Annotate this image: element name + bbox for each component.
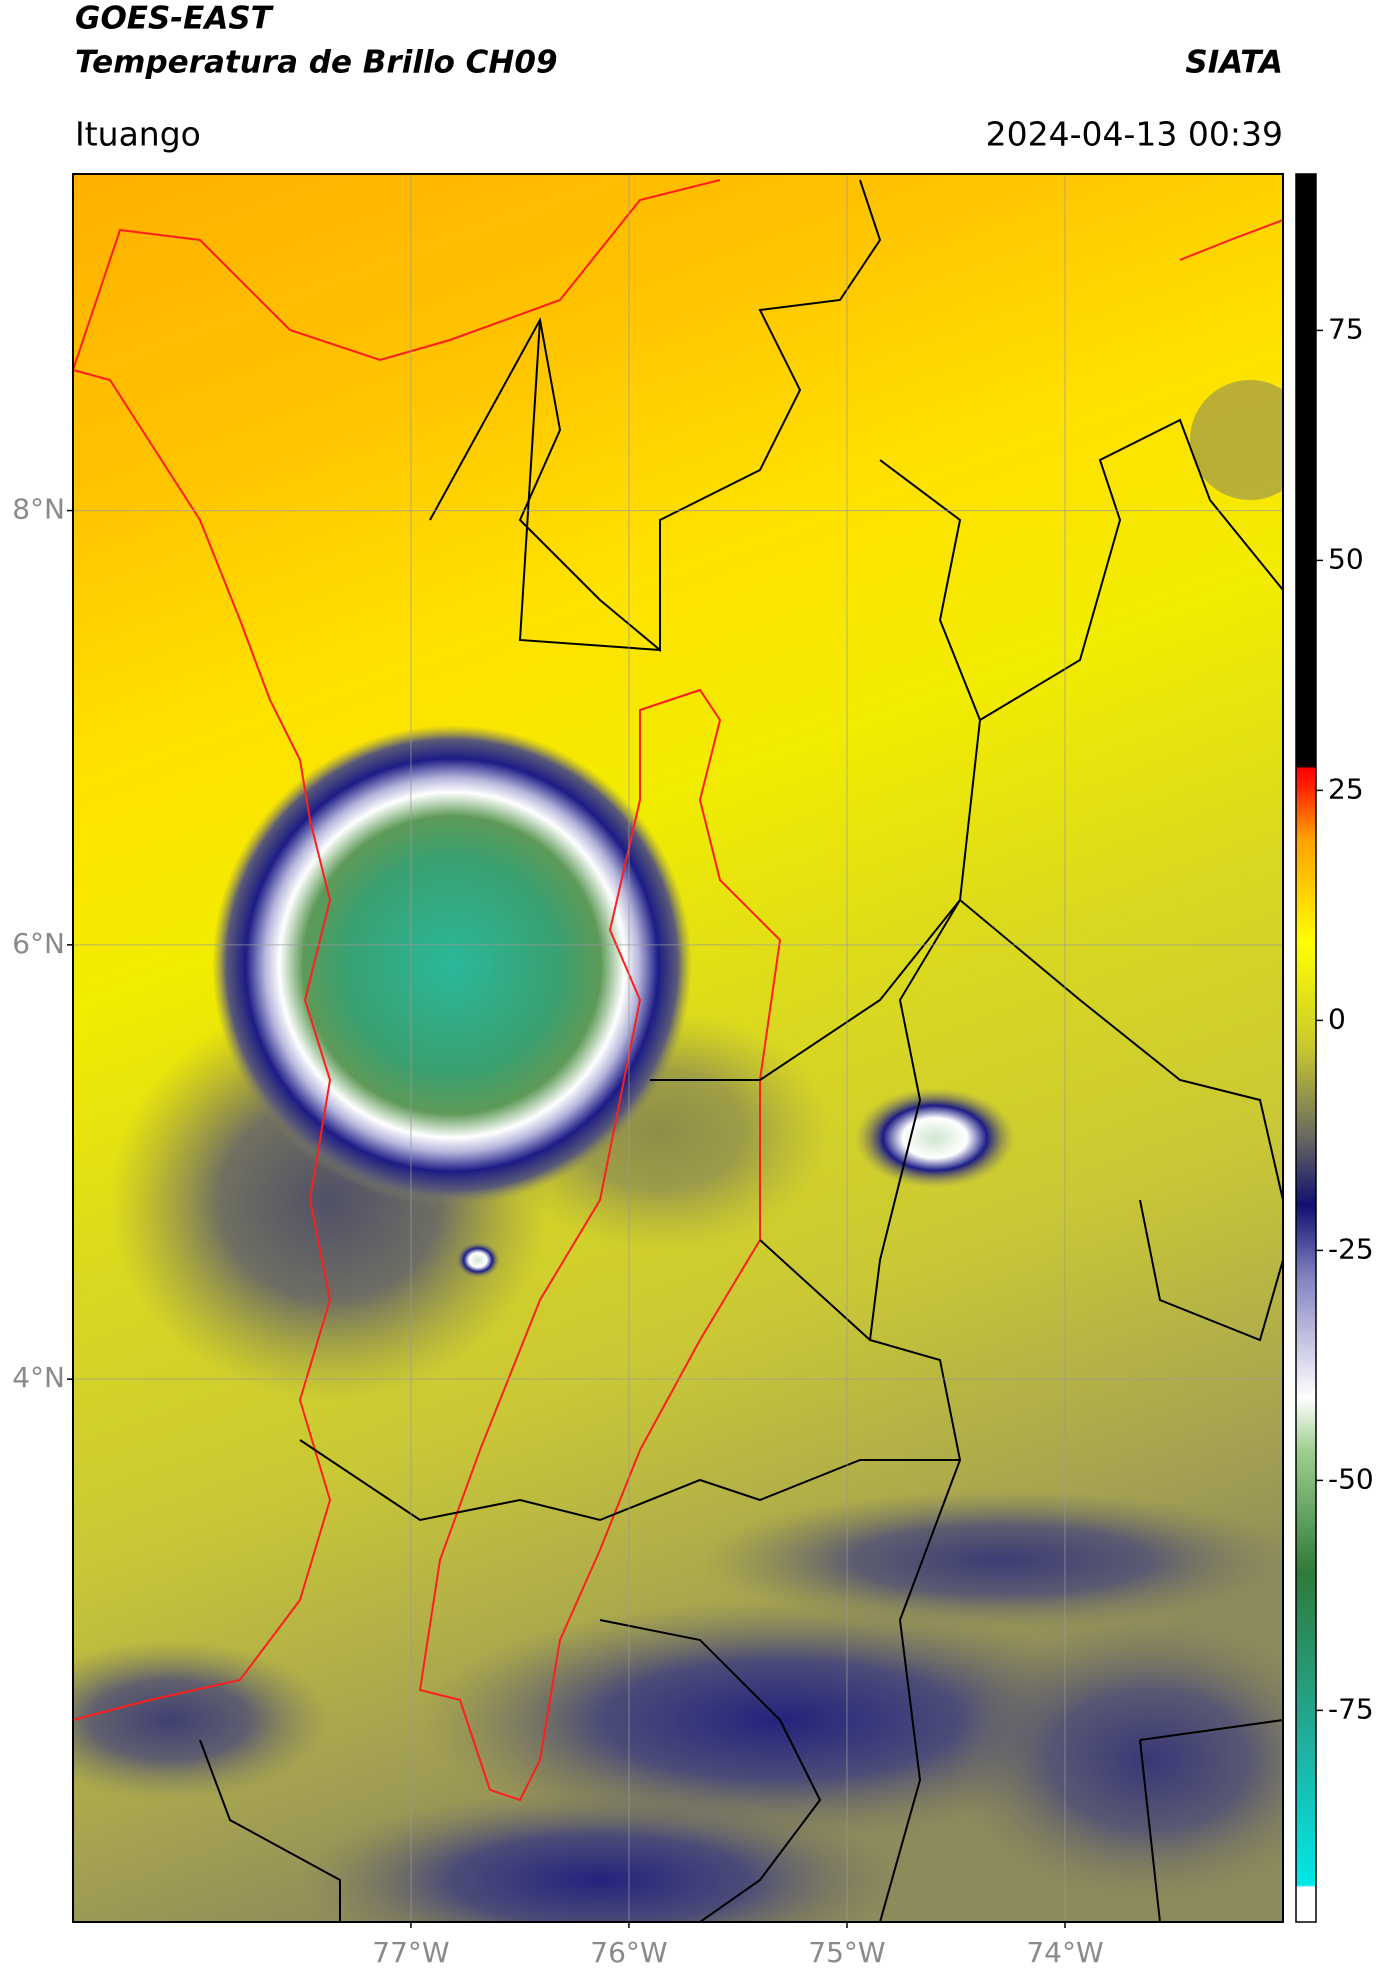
satellite-image bbox=[73, 174, 1283, 1922]
colorbar-label: 0 bbox=[1328, 1002, 1346, 1035]
colorbar-label: -50 bbox=[1328, 1462, 1374, 1495]
location: Ituango bbox=[75, 115, 201, 154]
y-tick-label: 6°N bbox=[12, 927, 65, 960]
x-tick-label: 74°W bbox=[1026, 1936, 1103, 1969]
y-tick-label: 4°N bbox=[12, 1361, 65, 1394]
colorbar-label: 75 bbox=[1328, 312, 1364, 345]
x-tick-label: 77°W bbox=[372, 1936, 449, 1969]
source: SIATA bbox=[1185, 45, 1283, 81]
colorbar-label: 25 bbox=[1328, 772, 1364, 805]
graticule bbox=[73, 174, 1283, 1922]
colorbar-label: -75 bbox=[1328, 1692, 1374, 1725]
timestamp: 2024-04-13 00:39 bbox=[986, 115, 1283, 154]
colorbar bbox=[1295, 173, 1317, 1923]
x-tick-label: 76°W bbox=[590, 1936, 667, 1969]
axis-labels: 77°W 76°W 75°W 74°W 8°N 6°N 4°N 75 50 25 0 -25 -50 -7… bbox=[12, 312, 1374, 1969]
storm-cell bbox=[212, 725, 692, 1205]
x-tick-label: 75°W bbox=[808, 1936, 885, 1969]
y-tick-label: 8°N bbox=[12, 493, 65, 526]
map-frame bbox=[72, 173, 1284, 1923]
colorbar-label: 50 bbox=[1328, 542, 1364, 575]
title: GOES-EAST bbox=[75, 1, 275, 37]
subtitle: Temperatura de Brillo CH09 bbox=[75, 45, 558, 81]
colorbar-label: -25 bbox=[1328, 1232, 1374, 1265]
